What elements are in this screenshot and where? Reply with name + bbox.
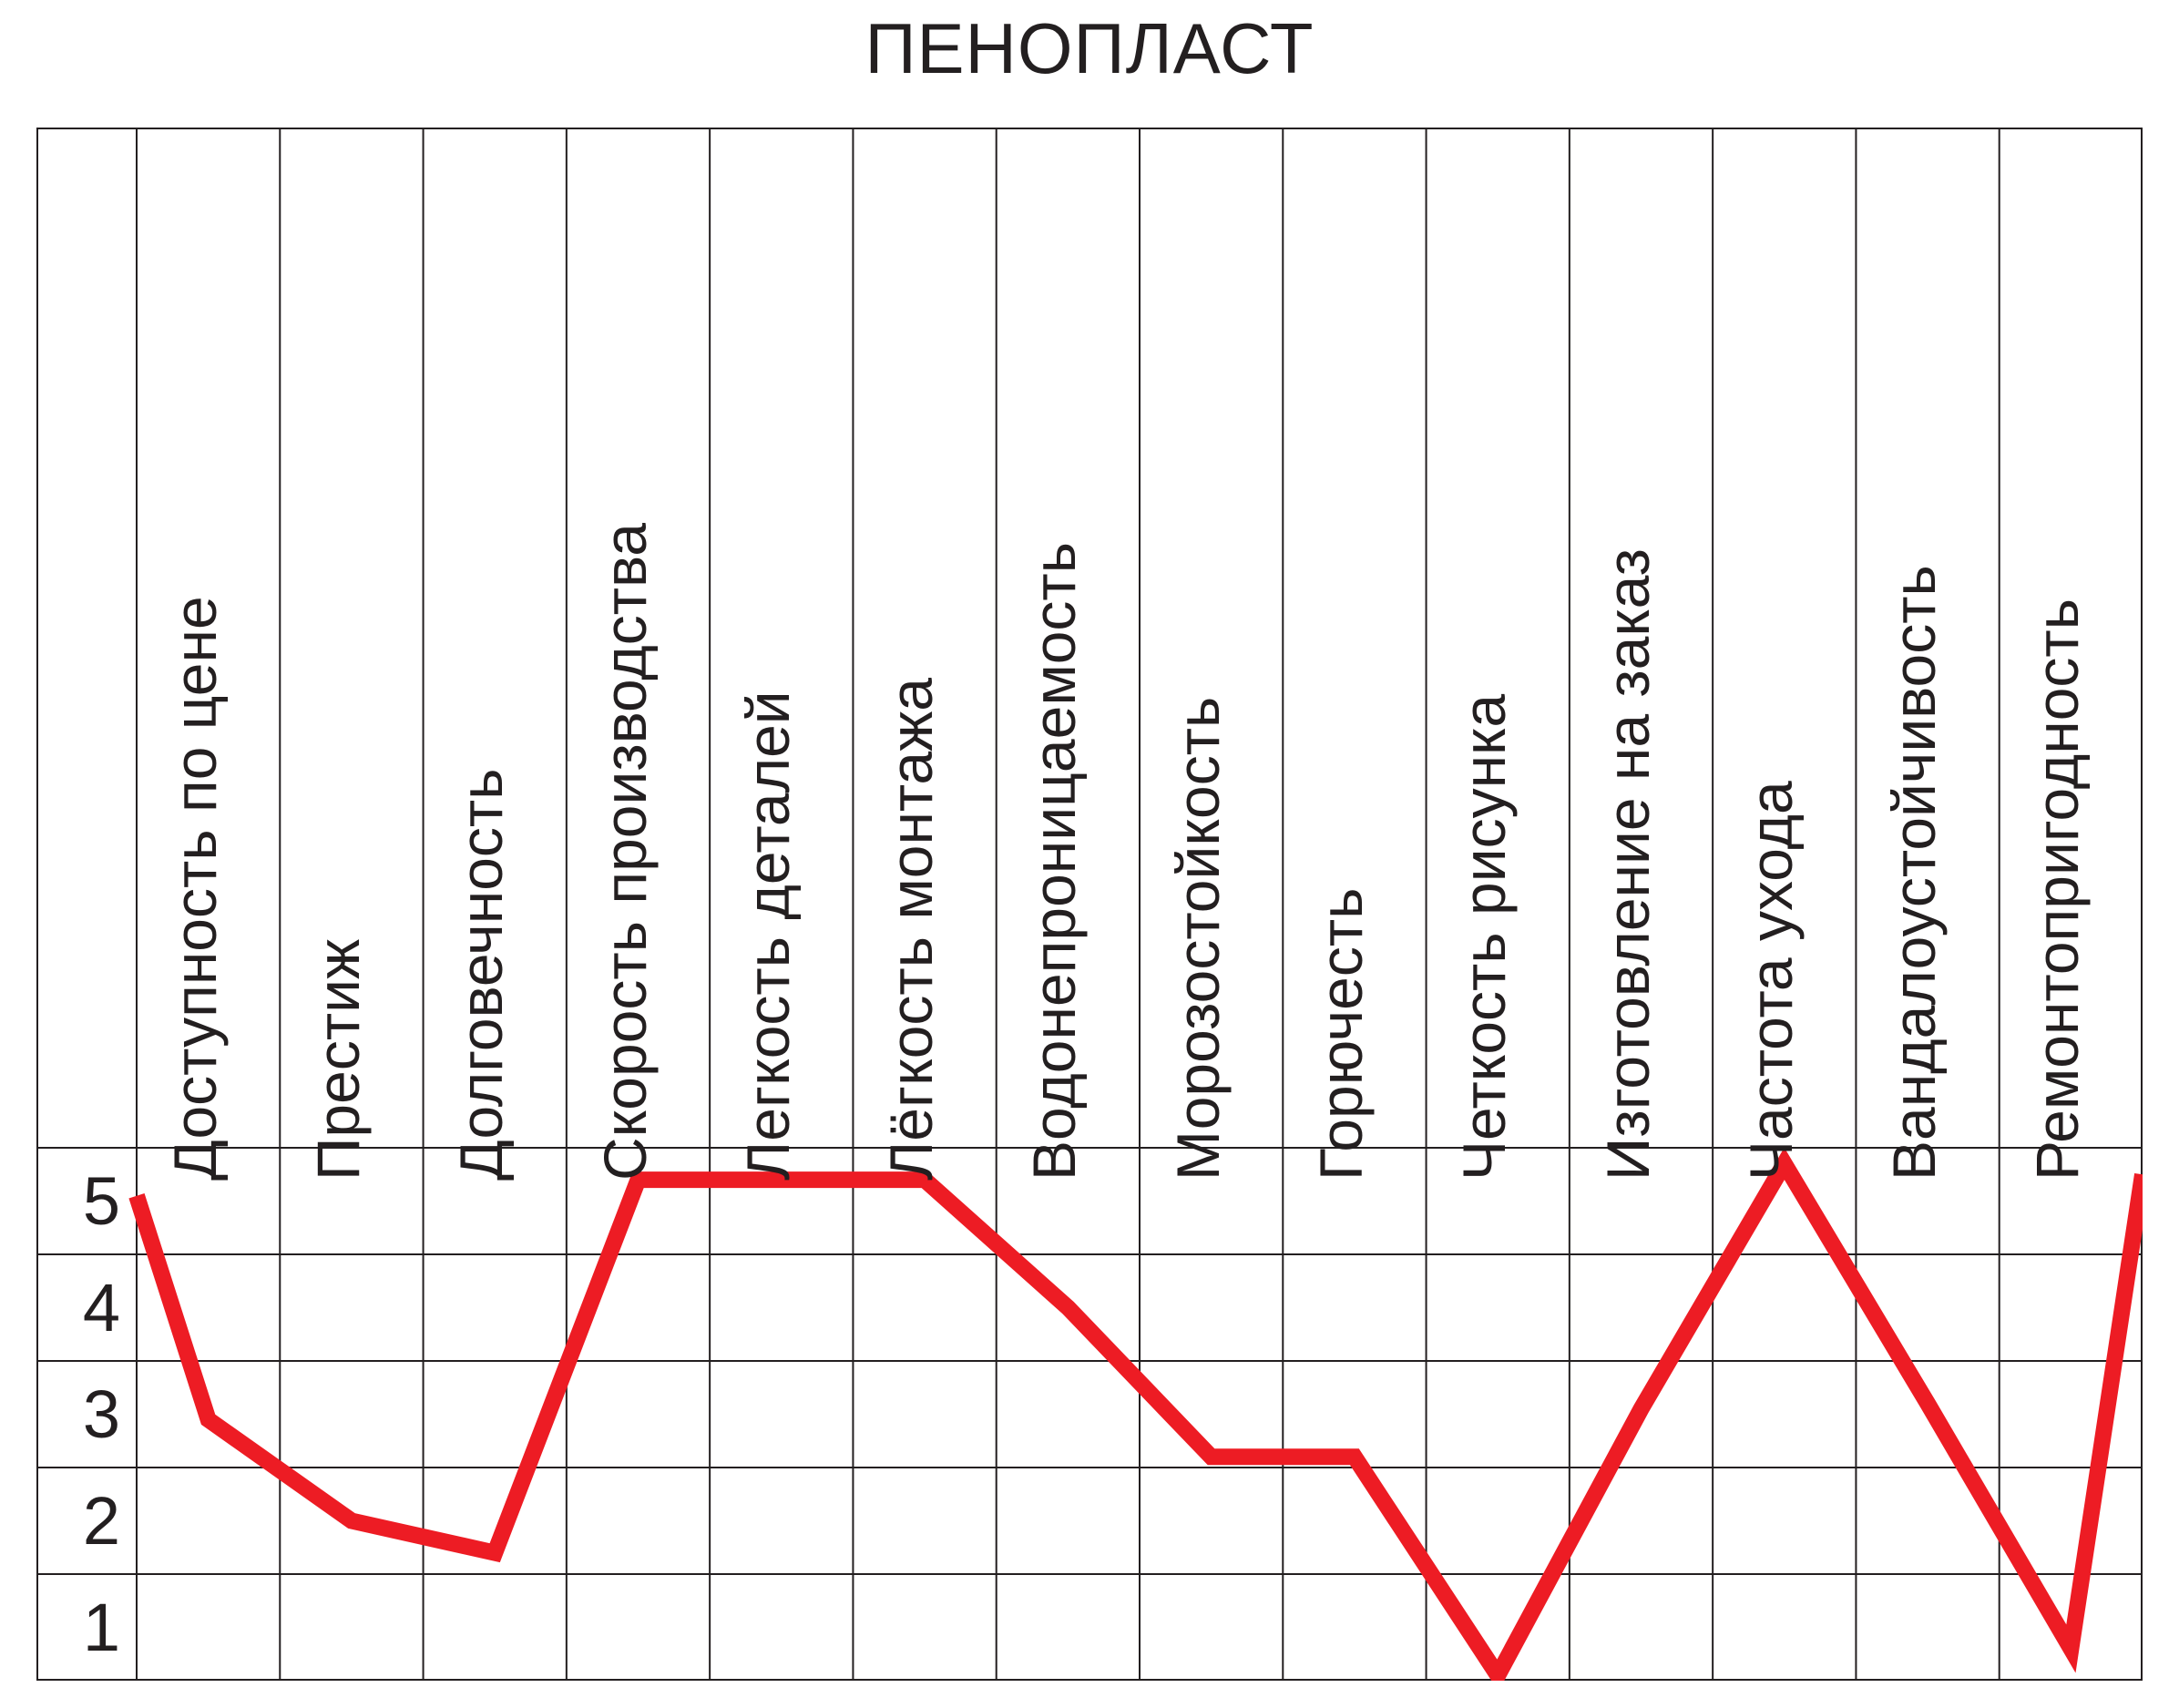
category-label: Частота ухода <box>1736 781 1806 1181</box>
chart-container: ПЕНОПЛАСТ 5 4 3 2 1 Доступность по цене Прести… <box>0 0 2179 1708</box>
category-label: Морозостойкость <box>1163 697 1233 1181</box>
category-label: Легкость деталей <box>733 690 803 1181</box>
category-label: Водонепроницаемость <box>1019 542 1089 1181</box>
category-label: Изготовление на заказ <box>1593 548 1662 1181</box>
category-label: Вандалоустойчивость <box>1879 565 1949 1181</box>
category-label: Лёгкость монтажа <box>876 678 946 1181</box>
chart-title: ПЕНОПЛАСТ <box>0 7 2179 90</box>
chart-svg <box>36 128 2143 1681</box>
chart-area: 5 4 3 2 1 Доступность по цене Престиж Долговечн… <box>36 128 2143 1681</box>
category-label: Ремонтопригодность <box>2022 598 2092 1181</box>
category-label: Горючесть <box>1306 888 1376 1181</box>
category-label: Скорость производства <box>590 523 660 1181</box>
category-label: Четкость рисунка <box>1449 694 1519 1181</box>
y-tick-label: 3 <box>36 1376 120 1453</box>
category-label: Доступность по цене <box>160 596 230 1181</box>
y-tick-label: 5 <box>36 1162 120 1240</box>
y-tick-label: 4 <box>36 1269 120 1346</box>
category-label: Долговечность <box>446 768 516 1181</box>
y-tick-label: 2 <box>36 1482 120 1560</box>
y-tick-label: 1 <box>36 1589 120 1666</box>
category-label: Престиж <box>303 939 373 1181</box>
